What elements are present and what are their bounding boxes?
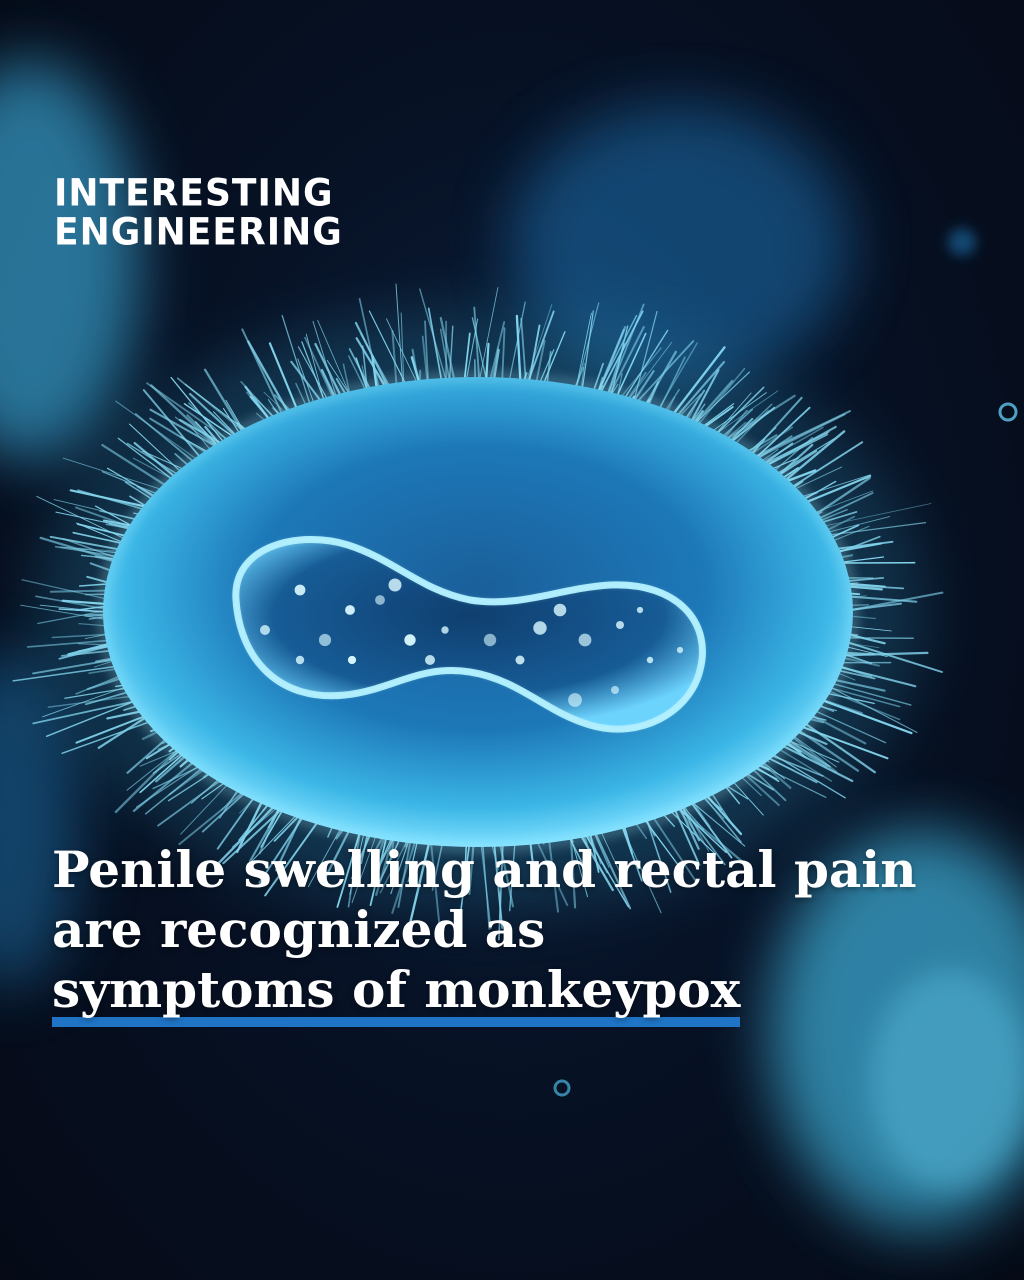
headline-line-1: Penile swelling and rectal pain [52, 840, 917, 899]
floating-speck [998, 402, 1018, 422]
core-granules [260, 578, 684, 707]
brand-logo: INTERESTING ENGINEERING [54, 174, 343, 252]
blurred-particle-left [0, 60, 140, 460]
headline-line-3: symptoms of monkeypox [52, 963, 741, 1027]
headline: Penile swelling and rectal pain are reco… [52, 840, 952, 1027]
brand-logo-line-1: INTERESTING [54, 172, 334, 216]
brand-logo-line-2: ENGINEERING [54, 210, 343, 254]
blurred-particle-left-lower [0, 650, 80, 990]
headline-line-2: are recognized as [52, 900, 546, 959]
virus-core [232, 536, 706, 733]
